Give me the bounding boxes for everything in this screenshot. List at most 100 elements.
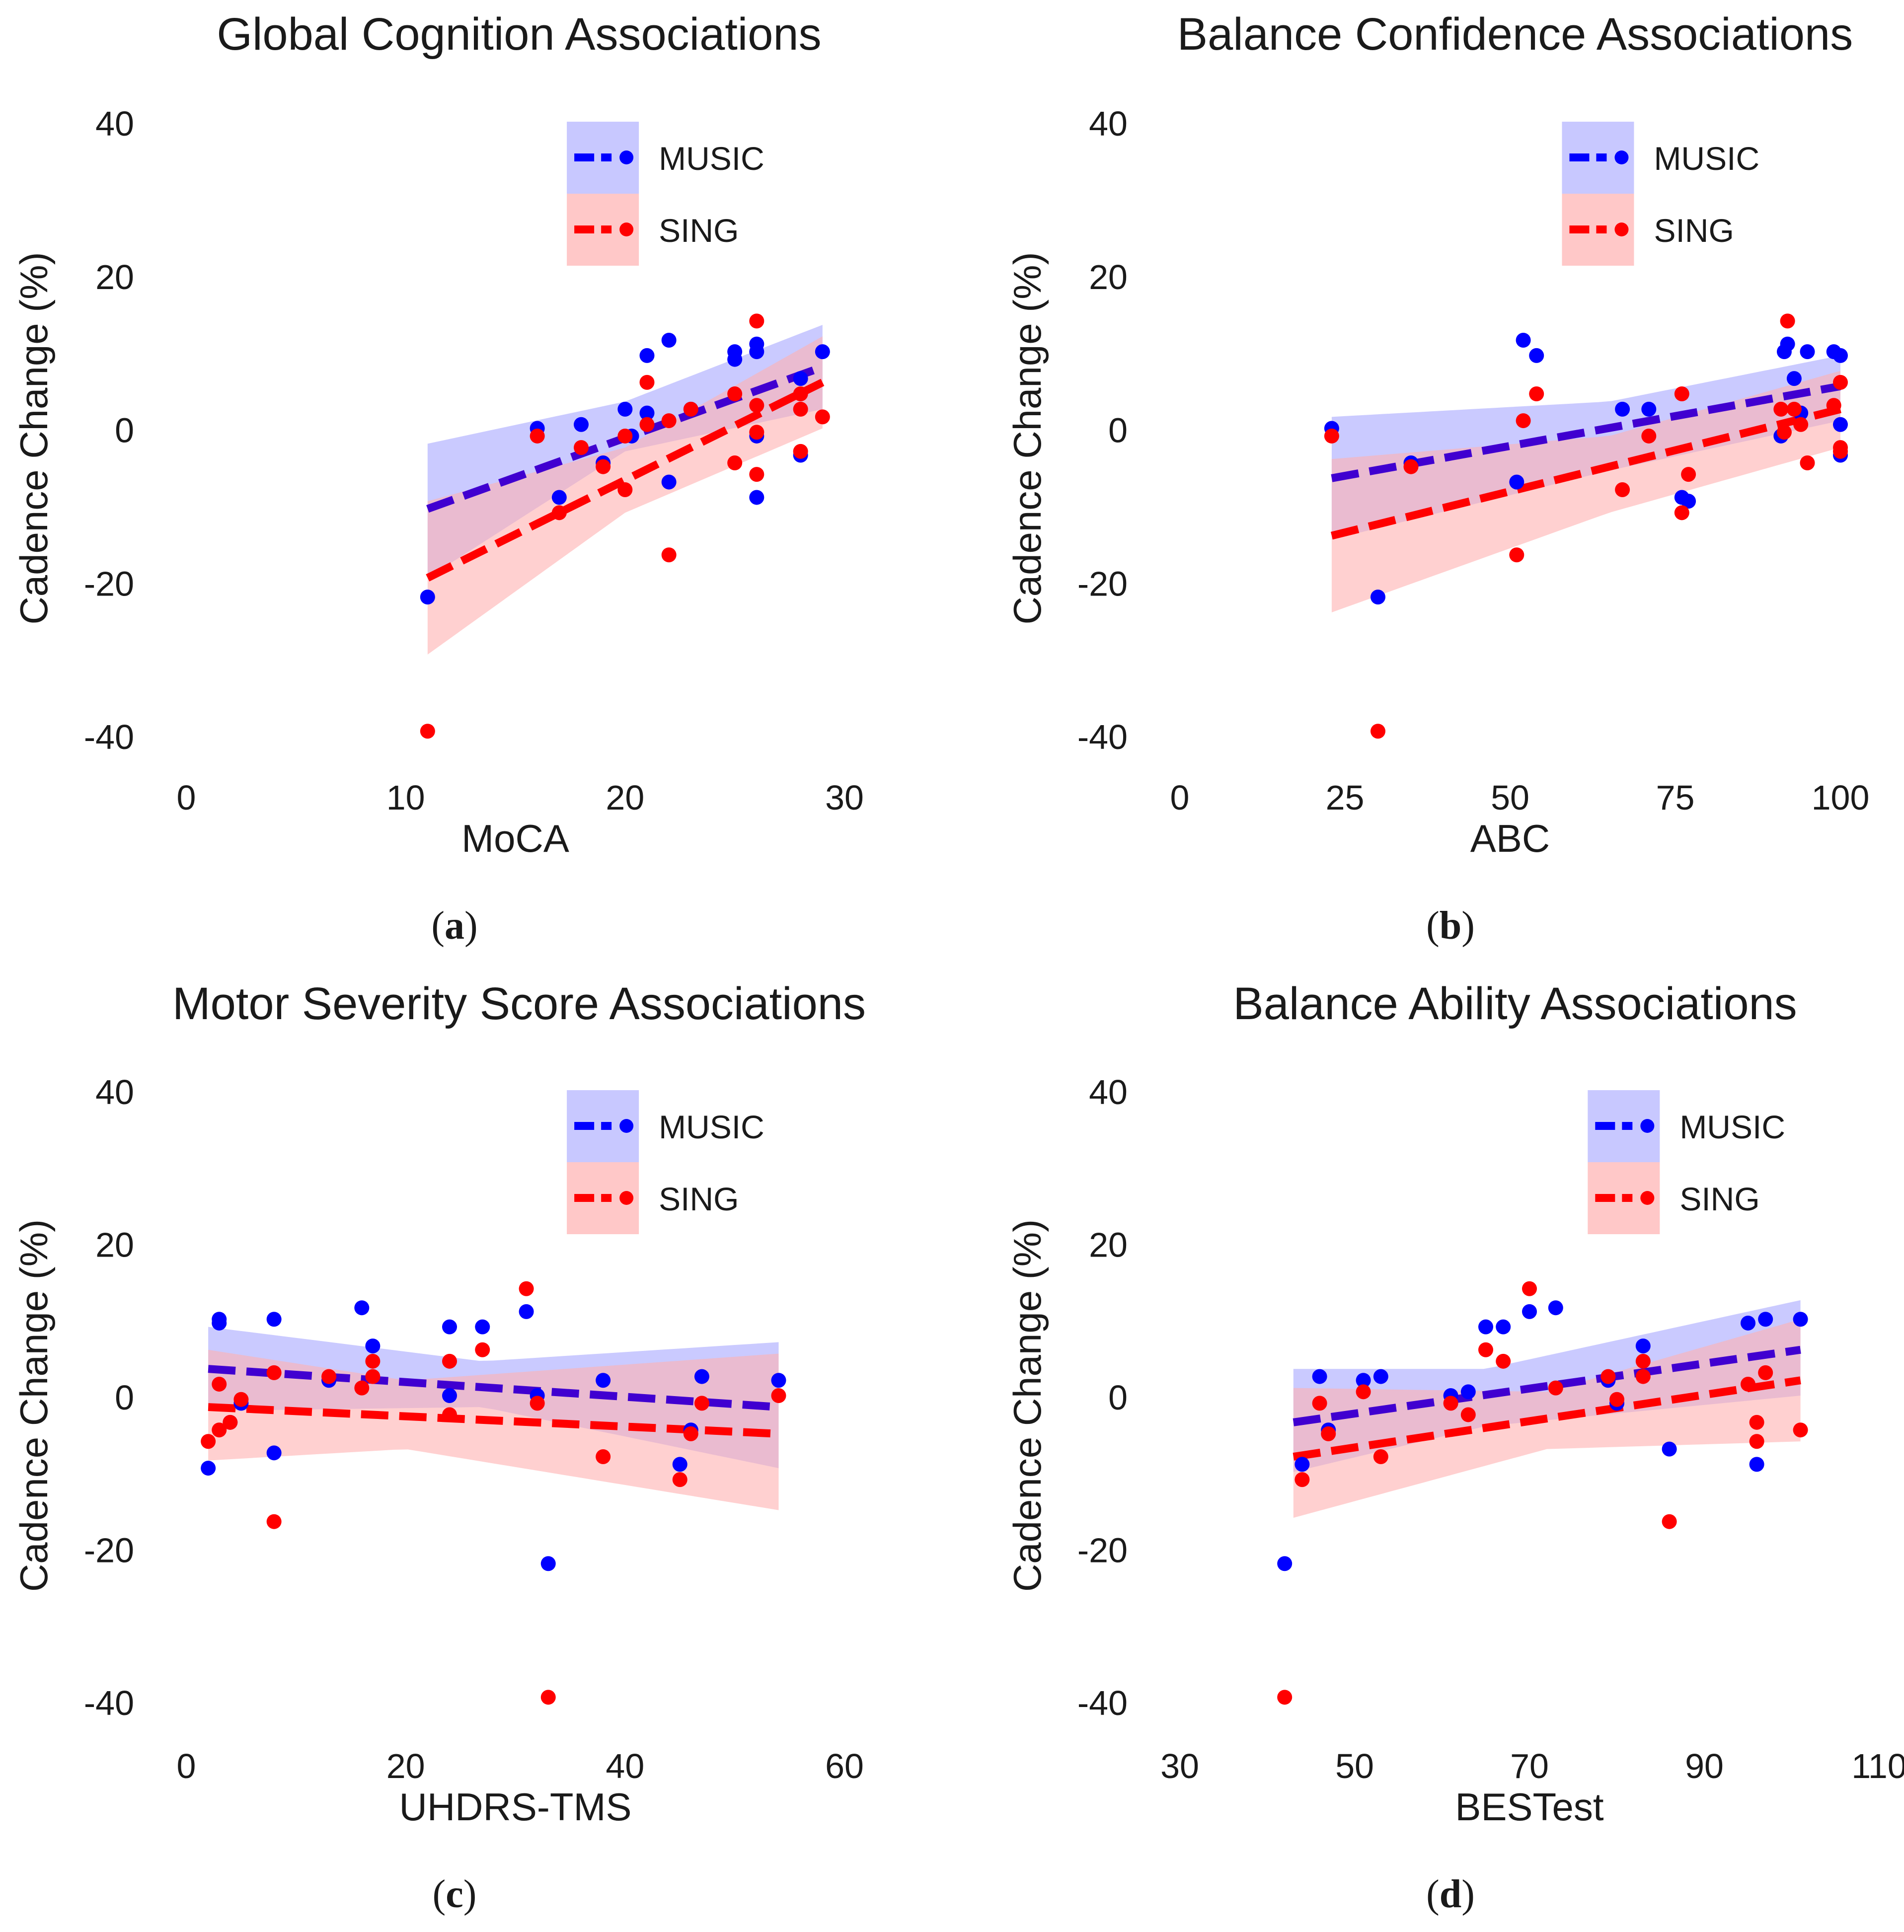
sing-data-point [1509, 547, 1524, 563]
legend-label-sing: SING [1654, 212, 1734, 249]
x-tick-label: 0 [177, 1747, 196, 1785]
panel-c: Motor Severity Score Associations 40 20 0 -2… [12, 978, 866, 1916]
sing-data-point [1780, 313, 1795, 329]
sing-data-point [1529, 386, 1544, 402]
sing-data-point [1321, 1426, 1336, 1441]
x-tick-label: 10 [386, 778, 425, 817]
music-data-point [639, 405, 655, 421]
music-legend-marker [1640, 1119, 1655, 1133]
y-tick-label: 20 [95, 1226, 134, 1264]
panel-label-open-paren: ( [1426, 1872, 1440, 1916]
panel-a: Global Cognition Associations 40 20 0 -20 -40… [12, 9, 864, 948]
y-tick-label: 0 [1108, 411, 1128, 450]
music-data-point [1758, 1312, 1773, 1327]
music-data-point [1780, 336, 1795, 352]
x-tick-label: 20 [386, 1747, 425, 1785]
music-fit-line [1293, 1345, 1801, 1426]
legend-label-sing: SING [1679, 1181, 1759, 1217]
music-data-point [727, 352, 743, 367]
sing-fit-line [1330, 405, 1841, 540]
sing-points [420, 313, 830, 739]
sing-data-point [1826, 398, 1841, 413]
sing-data-point [266, 1514, 282, 1529]
panel-label: (d) [1426, 1872, 1475, 1916]
sing-data-point [420, 724, 435, 739]
sing-data-point [233, 1392, 249, 1407]
sing-data-point [771, 1388, 786, 1403]
music-data-point [551, 490, 567, 505]
sing-data-point [1674, 505, 1689, 520]
sing-data-point [1749, 1414, 1764, 1430]
sing-data-point [519, 1281, 534, 1296]
music-data-point [540, 1556, 556, 1571]
x-tick-label: 0 [1170, 778, 1190, 817]
y-tick-label: 40 [95, 104, 134, 143]
y-tick-label: 0 [1108, 1378, 1128, 1417]
sing-data-point [1662, 1514, 1677, 1529]
panel-label-close-paren: ) [1461, 904, 1475, 948]
sing-data-point [749, 425, 764, 440]
y-tick-label: 40 [1089, 1073, 1128, 1112]
sing-data-point [442, 1407, 457, 1422]
sing-data-point [1674, 386, 1689, 402]
panel-label-close-paren: ) [463, 1872, 477, 1916]
music-data-point [201, 1461, 216, 1476]
music-data-point [1356, 1373, 1371, 1388]
sing-data-point [1324, 428, 1339, 444]
x-tick-label: 40 [606, 1747, 644, 1785]
sing-data-point [749, 313, 764, 329]
y-tick-label: -40 [1077, 1684, 1128, 1722]
sing-data-point [661, 547, 677, 563]
sing-data-point [694, 1396, 709, 1411]
sing-points [1324, 313, 1848, 739]
y-tick-label: -40 [1077, 718, 1128, 756]
sing-data-point [212, 1376, 227, 1392]
y-tick-label: -20 [1077, 564, 1128, 603]
sing-data-point [1776, 425, 1792, 440]
sing-data-point [617, 428, 633, 444]
music-data-point [639, 348, 655, 363]
sing-data-point [661, 413, 677, 429]
panel-b: Balance Confidence Associations 40 20 0 -20 -… [1005, 9, 1869, 948]
sing-data-point [1371, 724, 1385, 739]
music-data-point [672, 1457, 687, 1472]
panel-label-letter: c [446, 1872, 463, 1916]
sing-data-point [1786, 401, 1802, 417]
sing-confidence-band [1331, 371, 1840, 612]
sing-data-point [1635, 1353, 1651, 1369]
legend: MUSIC SING [1562, 122, 1759, 266]
music-data-point [1793, 1312, 1808, 1327]
music-data-point [661, 474, 677, 490]
legend-label-music: MUSIC [1679, 1109, 1785, 1145]
sing-data-point [1800, 455, 1815, 470]
music-data-point [1833, 417, 1848, 432]
sing-data-point [793, 386, 808, 402]
music-legend-marker [1614, 150, 1629, 164]
music-data-point [365, 1338, 381, 1354]
sing-data-point [574, 440, 589, 455]
x-tick-label: 90 [1685, 1747, 1724, 1785]
music-data-point [1529, 348, 1544, 363]
panel-label: (b) [1426, 904, 1475, 948]
sing-data-point [1295, 1472, 1310, 1487]
sing-data-point [1641, 428, 1657, 444]
music-data-point [661, 332, 677, 348]
music-data-point [1641, 401, 1657, 417]
music-data-point [1373, 1369, 1388, 1384]
sing-data-point [1741, 1376, 1755, 1392]
music-data-point [617, 401, 633, 417]
chart-title: Balance Confidence Associations [1177, 9, 1853, 60]
y-tick-label: -40 [84, 718, 134, 756]
music-data-point [771, 1373, 786, 1388]
x-axis-label: MoCA [461, 817, 569, 860]
music-data-point [442, 1319, 457, 1335]
sing-data-point [354, 1380, 370, 1396]
sing-data-point [540, 1690, 556, 1705]
music-data-point [519, 1304, 534, 1319]
sing-data-point [793, 444, 808, 459]
music-data-point [1635, 1338, 1651, 1354]
sing-data-point [1460, 1407, 1476, 1422]
sing-data-point [1373, 1449, 1388, 1464]
x-tick-label: 0 [177, 778, 196, 817]
sing-data-point [1600, 1369, 1616, 1384]
